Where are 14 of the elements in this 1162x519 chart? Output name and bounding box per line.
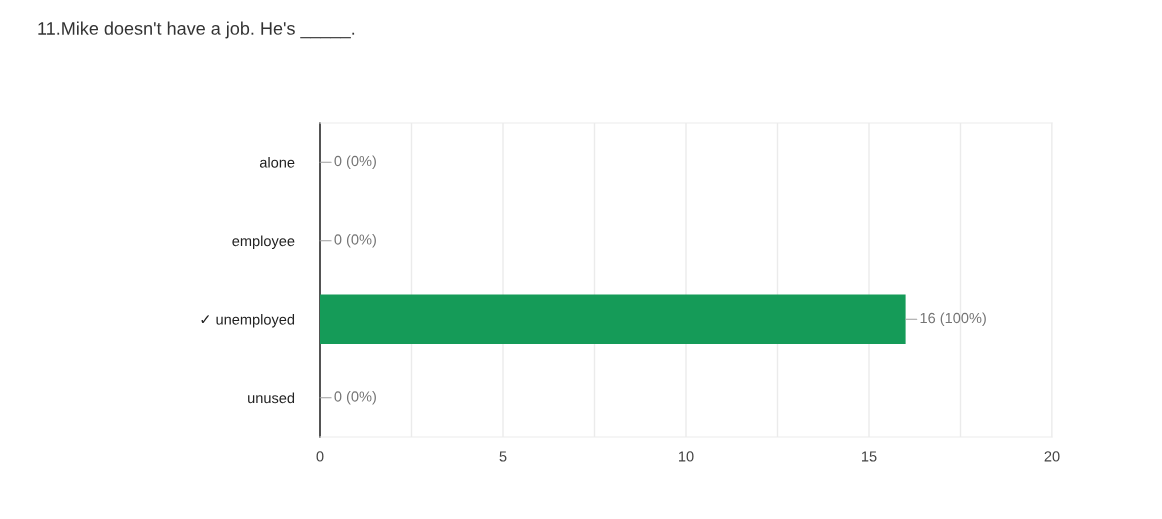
x-tick-label: 10 bbox=[679, 451, 694, 462]
data-label: 0 (0%) bbox=[334, 233, 376, 248]
x-tick-label: 20 bbox=[1044, 451, 1060, 462]
data-label: 0 (0%) bbox=[334, 155, 376, 170]
data-label: 0 (0%) bbox=[334, 390, 376, 405]
x-tick-label: 5 bbox=[499, 451, 507, 462]
y-tick-label: ✓ unemployed bbox=[201, 313, 295, 328]
y-tick-label: unused bbox=[248, 392, 295, 404]
y-tick-label: alone bbox=[259, 156, 295, 168]
data-label: 16 (100%) bbox=[920, 312, 986, 327]
y-tick-label: employee bbox=[232, 235, 295, 250]
x-tick-label: 0 bbox=[316, 451, 324, 462]
x-tick-label: 15 bbox=[862, 451, 877, 462]
chart-title: 11.Mike doesn't have a job. He's _____. bbox=[38, 21, 355, 39]
